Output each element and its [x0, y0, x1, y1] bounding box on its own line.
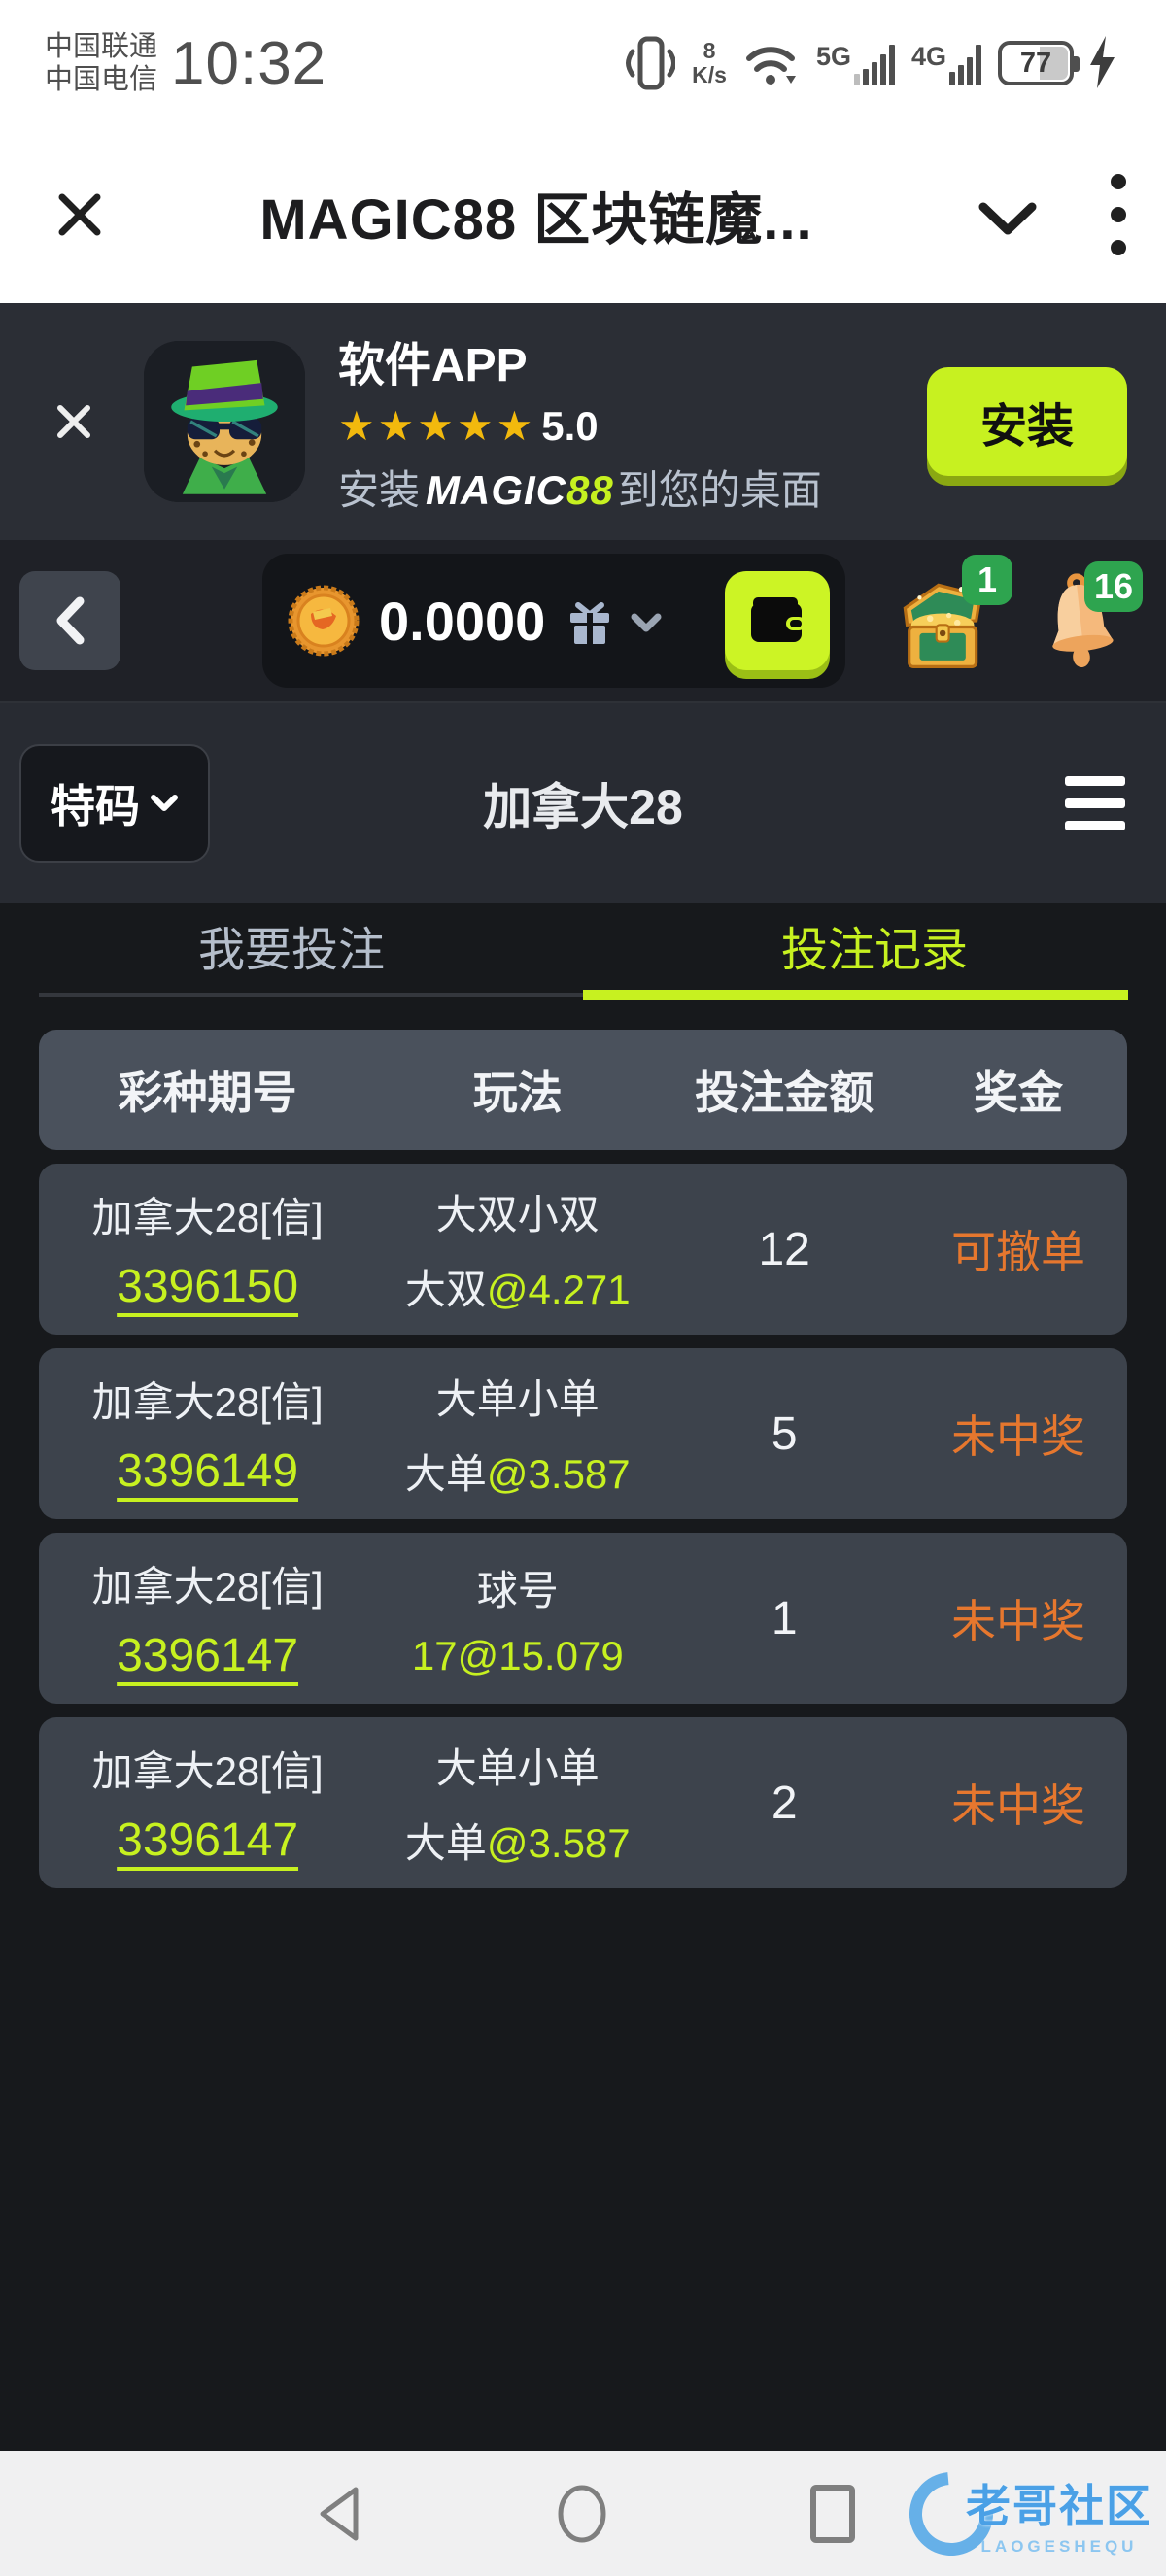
- issue-number-link[interactable]: 3396149: [117, 1445, 299, 1497]
- battery-percent: 77: [1019, 47, 1052, 79]
- back-button[interactable]: [19, 571, 120, 670]
- status-bar: 中国联通 中国电信 10:32 8 K/s 5G: [0, 0, 1166, 126]
- prize-status[interactable]: 未中奖: [950, 1411, 1085, 1462]
- close-icon[interactable]: [54, 189, 105, 240]
- menu-hamburger-icon[interactable]: [1065, 776, 1125, 830]
- tab-divider: [39, 993, 583, 997]
- chevron-down-icon: [151, 795, 178, 811]
- lottery-name: 加拿大28[信]: [91, 1748, 324, 1794]
- carrier-line1: 中国联通: [45, 31, 158, 62]
- tab-place-bet[interactable]: 我要投注: [197, 925, 385, 976]
- brand-wordmark: MAGIC: [426, 467, 567, 513]
- bet-selection: 17@15.079: [411, 1632, 624, 1678]
- table-row: 加拿大28[信] 3396147 大单小单 大单@3.587 2 未中奖: [39, 1717, 1127, 1888]
- signal-4g: 4G: [911, 42, 981, 85]
- watermark-subtitle: LAOGESHEQU: [980, 2536, 1138, 2556]
- wifi-icon: [743, 39, 800, 87]
- treasure-chest-button[interactable]: 1: [888, 555, 1012, 675]
- header-play: 玩法: [472, 1068, 563, 1118]
- bet-amount: 5: [771, 1407, 798, 1460]
- carrier-names: 中国联通 中国电信: [45, 30, 157, 96]
- active-tab-underline: [583, 990, 1128, 1000]
- notification-bell-button[interactable]: 16: [1038, 561, 1143, 668]
- browser-title-bar: MAGIC88 区块链魔...: [0, 126, 1166, 303]
- play-type: 大双小双: [435, 1192, 600, 1237]
- issue-number-link[interactable]: 3396147: [117, 1814, 299, 1866]
- header-amount: 投注金额: [695, 1068, 874, 1118]
- network-speed: 8 K/s: [692, 38, 727, 87]
- play-type: 大单小单: [435, 1376, 600, 1422]
- lottery-name: 加拿大28[信]: [91, 1195, 324, 1240]
- bet-amount: 2: [771, 1777, 798, 1829]
- banner-close-icon[interactable]: [54, 402, 93, 441]
- bet-mode-dropdown[interactable]: 特码: [19, 744, 210, 863]
- page-title: MAGIC88 区块链魔...: [259, 188, 813, 252]
- bet-tabs: 我要投注 投注记录: [0, 903, 1166, 1012]
- play-type: 大单小单: [435, 1746, 600, 1791]
- android-nav-bar: 老哥社区 LAOGESHEQU: [0, 2451, 1166, 2576]
- bell-badge: 16: [1083, 561, 1143, 612]
- install-button[interactable]: 安装: [927, 367, 1127, 476]
- signal-bars-icon: [853, 43, 895, 85]
- coin-icon: [288, 585, 360, 657]
- bet-records-panel: 彩种期号 玩法 投注金额 奖金 加拿大28[信] 3396150 大双小双 大双…: [0, 1030, 1166, 2468]
- install-banner: 软件APP ★★★★★ 5.0 安装 MAGIC 88 到您的桌面 安装: [0, 303, 1166, 540]
- prize-status[interactable]: 未中奖: [950, 1780, 1085, 1831]
- lottery-name: 加拿大28[信]: [91, 1564, 324, 1610]
- carrier-line2: 中国电信: [45, 64, 158, 95]
- table-row: 加拿大28[信] 3396147 球号 17@15.079 1 未中奖: [39, 1533, 1127, 1704]
- menu-dots-icon[interactable]: [1110, 165, 1127, 264]
- table-row: 加拿大28[信] 3396149 大单小单 大单@3.587 5 未中奖: [39, 1348, 1127, 1519]
- app-name: 软件APP: [338, 340, 528, 391]
- table-header: 彩种期号 玩法 投注金额 奖金: [39, 1030, 1127, 1150]
- issue-number-link[interactable]: 3396150: [117, 1261, 299, 1312]
- gift-icon[interactable]: [563, 593, 617, 648]
- wallet-button[interactable]: [725, 571, 830, 670]
- balance-amount: 0.0000: [379, 590, 546, 652]
- nav-home-button[interactable]: [554, 2484, 610, 2544]
- bet-selection: 大双@4.271: [404, 1267, 631, 1312]
- charging-bolt-icon: [1090, 36, 1115, 90]
- lottery-name: 加拿大28[信]: [91, 1379, 324, 1425]
- game-title: 加拿大28: [483, 780, 683, 834]
- chest-badge: 1: [962, 555, 1012, 605]
- star-rating-icons: ★★★★★: [338, 403, 536, 449]
- bet-selection: 大单@3.587: [404, 1820, 631, 1866]
- play-type: 球号: [476, 1567, 559, 1613]
- game-header: 特码 加拿大28: [0, 703, 1166, 903]
- nav-back-button[interactable]: [313, 2484, 363, 2544]
- vibrate-icon: [625, 34, 676, 92]
- wallet-bar: 0.0000: [0, 540, 1166, 703]
- balance-pill[interactable]: 0.0000: [262, 554, 845, 688]
- table-rows: 加拿大28[信] 3396150 大双小双 大双@4.271 12 可撤单 加拿…: [39, 1164, 1127, 1888]
- app-icon: [144, 341, 305, 502]
- tab-bet-records[interactable]: 投注记录: [780, 925, 968, 976]
- install-tagline: 安装 MAGIC 88 到您的桌面: [338, 467, 822, 513]
- clock: 10:32: [171, 29, 327, 97]
- nav-recents-button[interactable]: [809, 2484, 856, 2544]
- signal-5g: 5G: [816, 42, 895, 85]
- chevron-down-icon[interactable]: [631, 613, 662, 634]
- prize-status[interactable]: 未中奖: [950, 1596, 1085, 1646]
- signal-bars-icon: [949, 43, 981, 85]
- chevron-down-icon[interactable]: [977, 201, 1038, 238]
- issue-number-link[interactable]: 3396147: [117, 1630, 299, 1681]
- prize-status[interactable]: 可撤单: [950, 1227, 1085, 1277]
- bet-selection: 大单@3.587: [404, 1451, 631, 1497]
- watermark-logo: 老哥社区 LAOGESHEQU: [892, 2454, 1152, 2573]
- battery-icon: 77: [998, 41, 1080, 85]
- table-row: 加拿大28[信] 3396150 大双小双 大双@4.271 12 可撤单: [39, 1164, 1127, 1335]
- rating-value: 5.0: [541, 402, 599, 449]
- bet-amount: 12: [758, 1223, 810, 1275]
- header-prize: 奖金: [973, 1068, 1063, 1118]
- header-lottery: 彩种期号: [118, 1068, 297, 1118]
- bet-amount: 1: [771, 1592, 798, 1644]
- watermark-title: 老哥社区: [966, 2480, 1152, 2531]
